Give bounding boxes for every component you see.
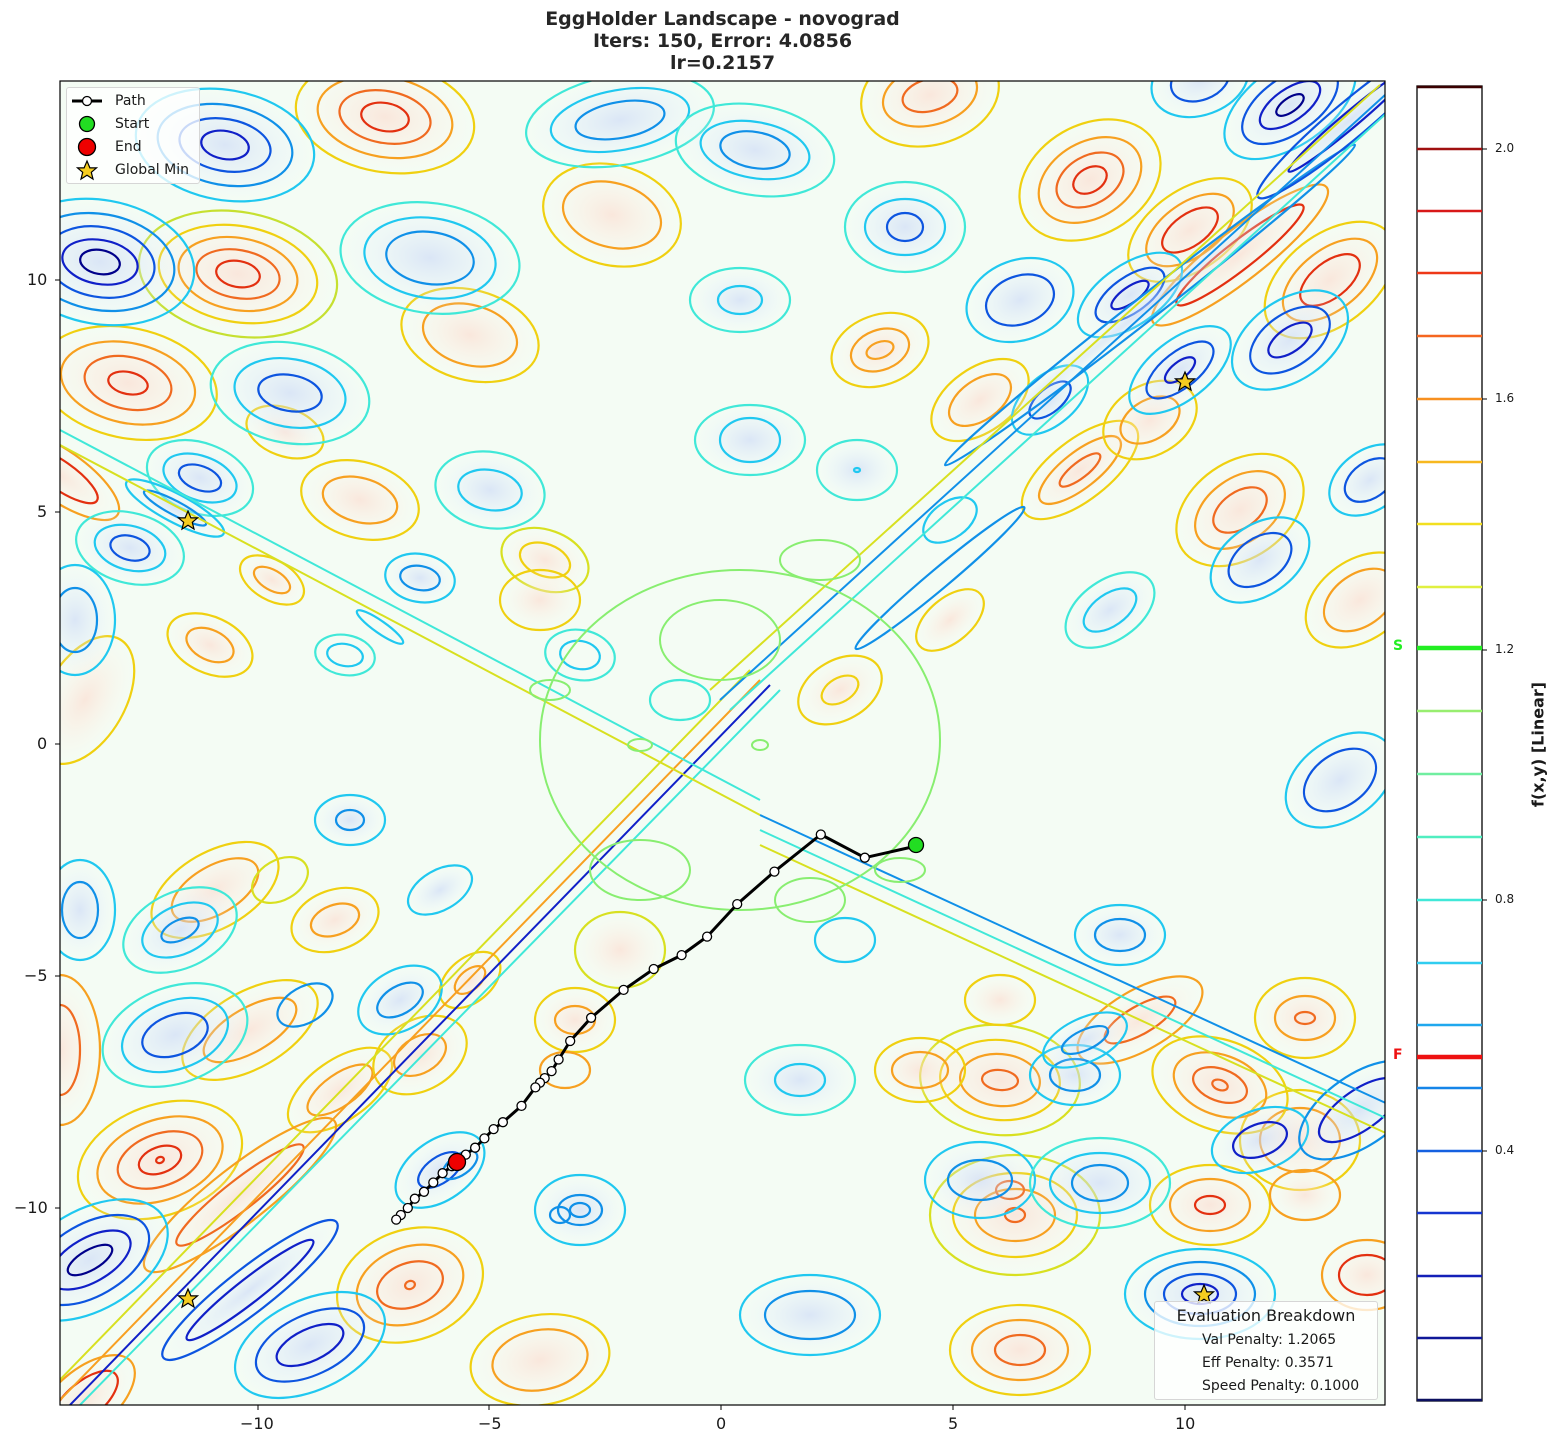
y-tick-label: −10 [14,1198,48,1217]
path-point-marker [428,1177,439,1188]
y-tick-label: 10 [27,270,48,289]
path-point-marker [859,852,870,863]
y-tick-label: 5 [37,502,48,521]
y-tick-label: −5 [24,966,48,985]
contour-layer [60,81,1385,1405]
start-level-marker: S [1393,638,1404,654]
legend-label: End [115,139,142,155]
legend: Path Start End Global Min [66,87,200,184]
path-point-marker [479,1133,490,1144]
colorbar-label: f(x,y) [Linear] [1528,681,1548,808]
title-line-3: lr=0.2157 [669,52,776,74]
path-point-marker [497,1117,509,1128]
path-line-icon [67,90,107,112]
path-point-marker [701,931,713,942]
x-tick-label: 5 [948,1414,959,1433]
colorbar-tick: 0.8 [1495,892,1515,906]
start-marker [907,836,925,854]
y-axis [55,279,60,1209]
path-point-marker [553,1054,564,1065]
title-line-2: Iters: 150, Error: 4.0856 [592,30,853,52]
colorbar-tick: 2.0 [1495,141,1515,155]
path-point-marker [409,1193,420,1204]
path-point-marker [732,898,743,910]
x-tick-label: 0 [716,1414,727,1433]
legend-label: Start [115,116,150,132]
global-min-markers [176,370,1216,1309]
star-icon [67,159,107,181]
path-point-marker [402,1202,413,1214]
legend-item-end: End [67,136,142,158]
path-point-marker [585,1012,597,1023]
x-tick-label: −5 [478,1414,502,1433]
y-tick-label: 0 [37,734,48,753]
axes-frame [59,80,1386,1406]
x-tick-label: 10 [1175,1414,1196,1433]
evaluation-header: Evaluation Breakdown [1176,1306,1356,1325]
center-contours [529,539,941,923]
red-circle-icon [67,136,107,158]
final-level-marker: F [1393,1047,1403,1063]
ridge-contours [60,84,1385,1405]
val-penalty: Val Penalty: 1.2065 [1202,1332,1337,1348]
path-point-marker [469,1142,481,1153]
legend-item-start: Start [67,113,149,135]
colorbar-tick: 1.6 [1495,391,1515,405]
path-point-marker [418,1186,430,1197]
colorbar-tick: 0.4 [1495,1143,1515,1157]
end-marker [447,1152,467,1172]
optimization-path [391,829,925,1225]
legend-item-path: Path [67,90,146,112]
x-axis [257,1405,1186,1410]
green-circle-icon [67,113,107,135]
path-point-marker [516,1100,527,1112]
star-icon [1192,1283,1216,1305]
legend-label: Global Min [115,162,189,178]
speed-penalty: Speed Penalty: 0.1000 [1202,1378,1360,1394]
path-point-marker [437,1168,448,1179]
star-icon [176,1287,200,1309]
colorbar [1416,85,1487,1402]
legend-label: Path [115,93,146,109]
legend-item-global-min: Global Min [67,159,189,181]
path-point-marker [815,829,826,840]
x-tick-label: −10 [240,1414,274,1433]
title-line-1: EggHolder Landscape - novograd [545,8,900,30]
path-point-marker [530,1082,541,1093]
star-icon [176,509,200,531]
path-point-marker [676,949,687,961]
chart-title: EggHolder Landscape - novograd Iters: 15… [60,8,1385,74]
eff-penalty: Eff Penalty: 0.3571 [1202,1355,1334,1371]
path-point-marker [488,1123,499,1135]
colorbar-tick: 1.2 [1495,642,1515,656]
path-point-marker [769,866,780,877]
path-point-marker [648,963,659,975]
path-point-marker [546,1065,557,1077]
path-point-marker [391,1214,402,1225]
evaluation-breakdown: Evaluation Breakdown Val Penalty: 1.2065… [1154,1301,1378,1400]
star-icon [1173,370,1197,392]
path-point-marker [565,1035,576,1047]
path-point-marker [618,984,629,996]
